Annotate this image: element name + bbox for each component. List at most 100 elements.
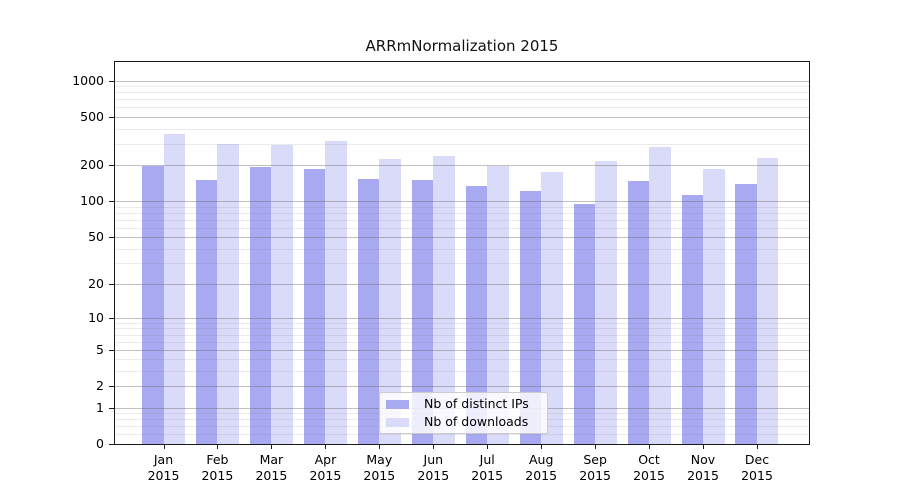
y-tick-mark [109,201,114,203]
bar-downloads [487,166,509,444]
x-tick-mark [703,445,704,449]
x-tick-mark [163,445,165,449]
minor-gridline [115,206,809,208]
x-tick-mark [271,445,273,449]
y-tick-label: 10 [88,309,104,325]
bar-distinct-ips [249,167,272,444]
x-tick-mark [433,445,435,449]
legend-swatch-downloads [386,417,409,427]
x-tick-mark [325,445,327,449]
bar-distinct-ips [195,180,218,444]
minor-gridline [115,434,809,436]
bar-distinct-ips [411,179,434,444]
legend-item-downloads: Nb of downloads [386,413,547,431]
bar-distinct-ips [681,195,703,444]
legend: Nb of distinct IPs Nb of downloads [379,392,548,434]
y-tick-mark [109,317,114,319]
x-tick-label: Dec 2015 [741,452,773,483]
legend-label-downloads: Nb of downloads [424,414,529,429]
bar-downloads [379,159,401,444]
minor-gridline [115,359,809,361]
x-tick-mark [757,445,758,449]
y-tick-mark [109,283,114,285]
minor-gridline [115,328,809,330]
legend-item-distinct-ips: Nb of distinct IPs [386,395,547,413]
minor-gridline [115,92,809,94]
bar-distinct-ips [357,179,380,444]
minor-gridline [115,322,809,324]
x-tick-label: Jan 2015 [147,452,180,483]
y-tick-mark [109,386,114,388]
minor-gridline [115,227,809,229]
x-tick-label: Sep 2015 [579,452,611,483]
x-tick-label: May 2015 [363,452,396,483]
x-tick-label: Apr 2015 [309,452,342,483]
minor-gridline [115,107,809,109]
bar-downloads [325,141,347,444]
x-tick-label: Jul 2015 [471,452,504,483]
x-tick-label: Jun 2015 [417,452,450,483]
x-tick-mark [217,445,219,449]
bar-downloads [271,144,293,444]
minor-gridline [115,248,809,250]
x-tick-label: Mar 2015 [255,452,288,483]
minor-gridline [115,86,809,88]
bar-downloads [163,133,185,444]
y-tick-label: 1000 [72,72,104,88]
y-tick-label: 0 [96,436,104,451]
bar-downloads [433,156,455,444]
bar-distinct-ips [465,186,488,444]
y-tick-label: 100 [80,193,104,209]
x-tick-mark [487,445,489,449]
y-tick-label: 50 [88,229,104,245]
y-tick-mark [109,407,114,409]
minor-gridline [115,341,809,343]
x-tick-mark [379,445,381,449]
bar-downloads [595,160,617,444]
y-tick-label: 1 [96,399,104,415]
minor-gridline [115,371,809,373]
bar-distinct-ips [627,181,650,444]
minor-gridline [115,334,809,336]
bar-downloads [649,146,671,444]
minor-gridline [115,219,809,221]
y-tick-mark [109,349,114,351]
bar-downloads [541,172,563,444]
y-tick-label: 500 [80,109,104,124]
chart-title: ARRmNormalization 2015 [365,37,559,55]
y-tick-mark [109,444,114,445]
y-tick-label: 2 [96,378,104,394]
x-tick-mark [541,445,543,449]
minor-gridline [115,263,809,265]
y-tick-label: 20 [88,275,104,291]
bar-distinct-ips [519,191,542,444]
x-tick-label: Feb 2015 [201,452,234,483]
y-tick-label: 200 [80,157,104,172]
y-tick-mark [109,117,114,118]
major-gridline [115,317,809,319]
major-gridline [115,386,809,388]
major-gridline [115,349,809,351]
bar-distinct-ips [573,204,596,444]
bar-downloads [217,143,239,444]
minor-gridline [115,128,809,130]
x-tick-label: Aug 2015 [525,452,558,483]
major-gridline [115,117,809,118]
major-gridline [115,165,809,166]
major-gridline [115,80,809,82]
bar-distinct-ips [303,168,326,444]
x-tick-mark [595,445,597,449]
major-gridline [115,201,809,203]
bar-distinct-ips [735,184,757,444]
minor-gridline [115,99,809,101]
x-tick-mark [649,445,650,449]
y-tick-mark [109,80,114,82]
x-tick-label: Oct 2015 [633,452,665,483]
bar-downloads [756,157,779,444]
legend-swatch-distinct-ips [386,399,409,409]
x-tick-label: Nov 2015 [687,452,719,483]
bar-downloads [703,168,725,444]
major-gridline [115,283,809,285]
major-gridline [115,237,809,239]
